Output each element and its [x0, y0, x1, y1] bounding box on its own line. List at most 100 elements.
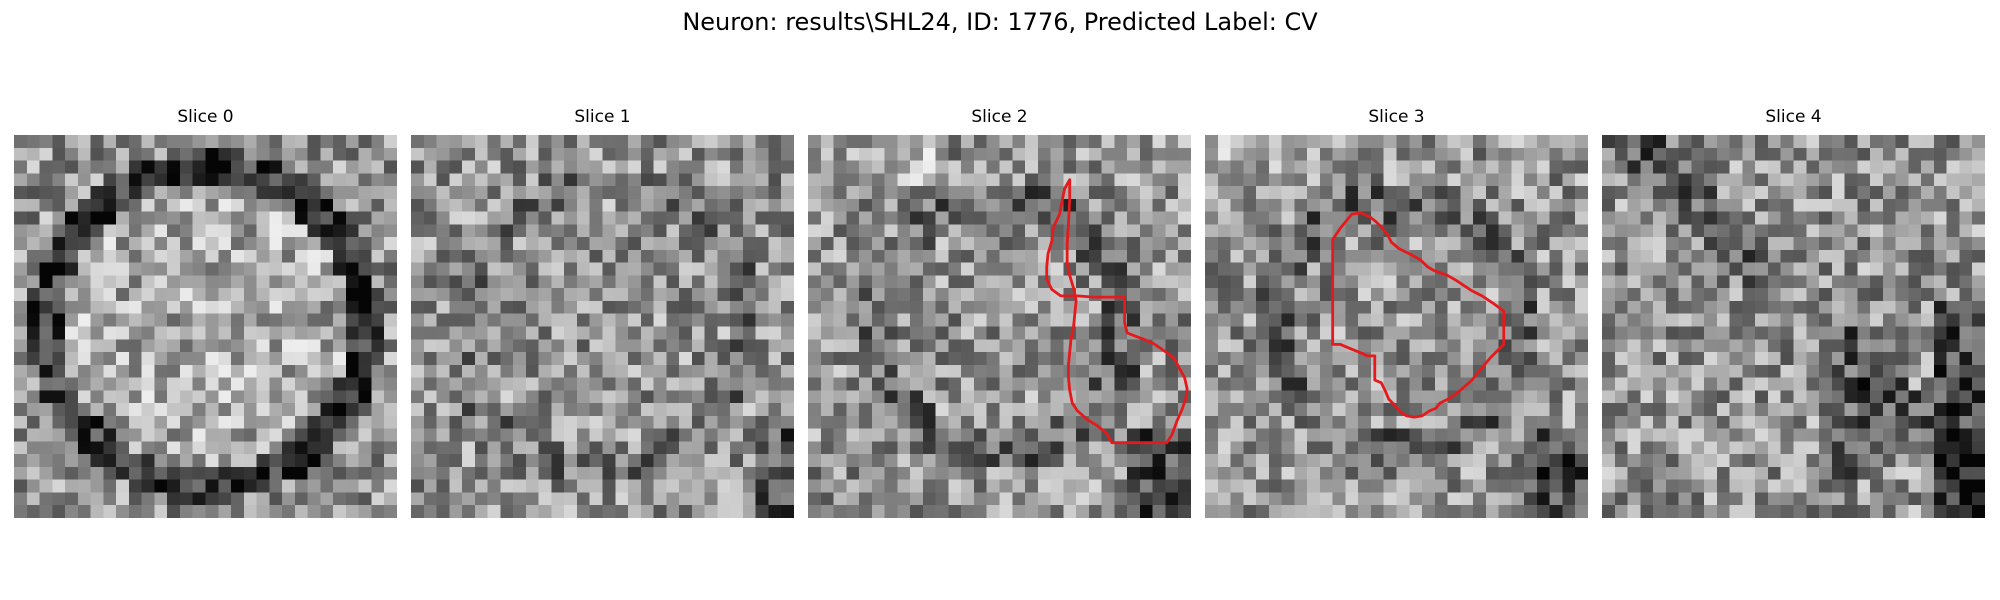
pixel [1281, 160, 1295, 174]
pixel [1575, 339, 1588, 353]
pixel [449, 415, 463, 429]
pixel [1307, 454, 1321, 468]
pixel [500, 211, 514, 225]
pixel [986, 505, 1000, 518]
pixel [551, 326, 565, 340]
pixel [679, 262, 693, 276]
pixel [628, 262, 642, 276]
pixel [1844, 454, 1858, 468]
pixel [1614, 505, 1628, 518]
pixel [1114, 262, 1128, 276]
pixel [26, 249, 40, 263]
pixel [1640, 135, 1654, 149]
pixel [653, 300, 667, 314]
pixel [90, 479, 104, 493]
pixel [167, 390, 181, 404]
pixel [307, 441, 321, 455]
pixel [1716, 224, 1730, 238]
pixel [333, 428, 347, 442]
pixel [1012, 262, 1026, 276]
pixel [948, 147, 962, 161]
pixel [781, 160, 794, 174]
pixel [820, 492, 834, 506]
pixel [1972, 288, 1985, 302]
pixel [1178, 173, 1191, 187]
pixel [154, 186, 168, 200]
pixel [1653, 275, 1667, 289]
pixel [1230, 147, 1244, 161]
pixel [1742, 224, 1756, 238]
pixel [1088, 237, 1102, 251]
pixel [1447, 173, 1461, 187]
pixel [1012, 300, 1026, 314]
pixel [948, 377, 962, 391]
pixel [1602, 377, 1616, 391]
pixel [1640, 249, 1654, 263]
pixel [256, 352, 270, 366]
pixel [1243, 224, 1257, 238]
pixel [1640, 415, 1654, 429]
pixel [1332, 466, 1346, 480]
pixel [243, 186, 257, 200]
pixel [205, 479, 219, 493]
pixel [1524, 479, 1538, 493]
pixel [1602, 505, 1616, 518]
pixel [1653, 505, 1667, 518]
pixel [986, 377, 1000, 391]
pixel [602, 224, 616, 238]
pixel [781, 135, 794, 149]
pixel [218, 403, 232, 417]
pixel [423, 403, 437, 417]
pixel [1178, 160, 1191, 174]
pixel [1549, 428, 1563, 442]
pixel [384, 262, 397, 276]
pixel [1243, 326, 1257, 340]
pixel [948, 186, 962, 200]
pixel [128, 160, 142, 174]
pixel [116, 237, 130, 251]
pixel [192, 377, 206, 391]
pixel [1524, 211, 1538, 225]
pixel [371, 415, 385, 429]
pixel [973, 415, 987, 429]
pixel [333, 390, 347, 404]
pixel [653, 288, 667, 302]
pixel [231, 390, 245, 404]
pixel [1678, 505, 1692, 518]
pixel [1562, 135, 1576, 149]
pixel [179, 326, 193, 340]
pixel [973, 492, 987, 506]
pixel [1806, 339, 1820, 353]
pixel [39, 377, 53, 391]
pixel [269, 505, 283, 518]
pixel [1972, 147, 1985, 161]
pixel [116, 275, 130, 289]
pixel [628, 390, 642, 404]
pixel [1101, 377, 1115, 391]
pixel [551, 186, 565, 200]
pixel [910, 441, 924, 455]
pixel [1165, 249, 1179, 263]
pixel [1473, 403, 1487, 417]
pixel [1012, 505, 1026, 518]
pixel [1485, 262, 1499, 276]
pixel [730, 313, 744, 327]
pixel [449, 211, 463, 225]
pixel [1602, 339, 1616, 353]
pixel [1152, 377, 1166, 391]
pixel [1230, 160, 1244, 174]
pixel [449, 352, 463, 366]
pixel [1767, 377, 1781, 391]
pixel [154, 492, 168, 506]
pixel [1614, 237, 1628, 251]
pixel [1882, 364, 1896, 378]
pixel [1549, 262, 1563, 276]
pixel [884, 186, 898, 200]
pixel [1294, 198, 1308, 212]
pixel [1307, 415, 1321, 429]
pixel [1383, 160, 1397, 174]
pixel [1536, 275, 1550, 289]
pixel [192, 492, 206, 506]
pixel [1025, 339, 1039, 353]
